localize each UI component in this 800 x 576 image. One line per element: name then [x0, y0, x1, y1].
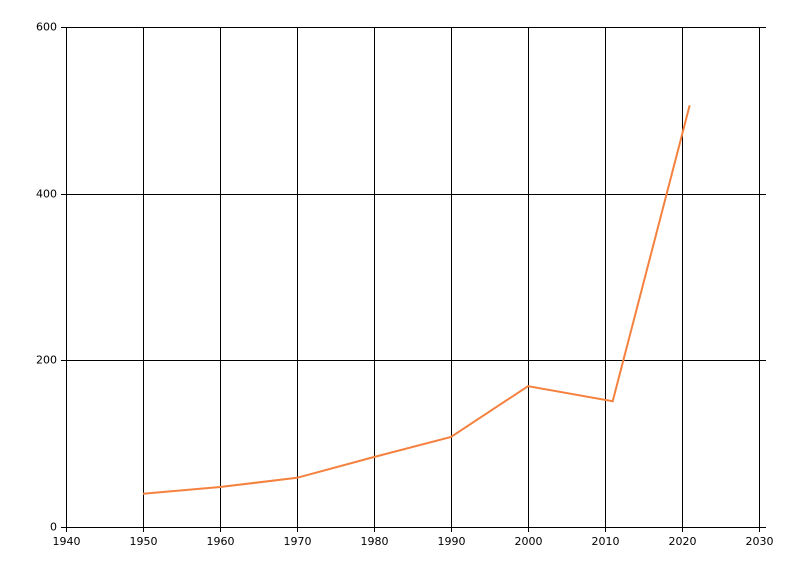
y-tick-label: 600 [36, 21, 57, 34]
x-tick-label: 1980 [361, 535, 389, 548]
x-tick-label: 1970 [284, 535, 312, 548]
x-tick-label: 2030 [746, 535, 774, 548]
x-tick-label: 1990 [438, 535, 466, 548]
x-tick-label: 2010 [592, 535, 620, 548]
y-tick-label: 400 [36, 188, 57, 201]
x-tick-label: 1940 [53, 535, 81, 548]
x-tick-label: 1960 [207, 535, 235, 548]
data-line [142, 105, 691, 495]
y-tick-label: 200 [36, 354, 57, 367]
x-tick-label: 1950 [130, 535, 158, 548]
x-tick-label: 2000 [515, 535, 543, 548]
x-tick-label: 2020 [669, 535, 697, 548]
y-tick-label: 0 [50, 521, 57, 534]
